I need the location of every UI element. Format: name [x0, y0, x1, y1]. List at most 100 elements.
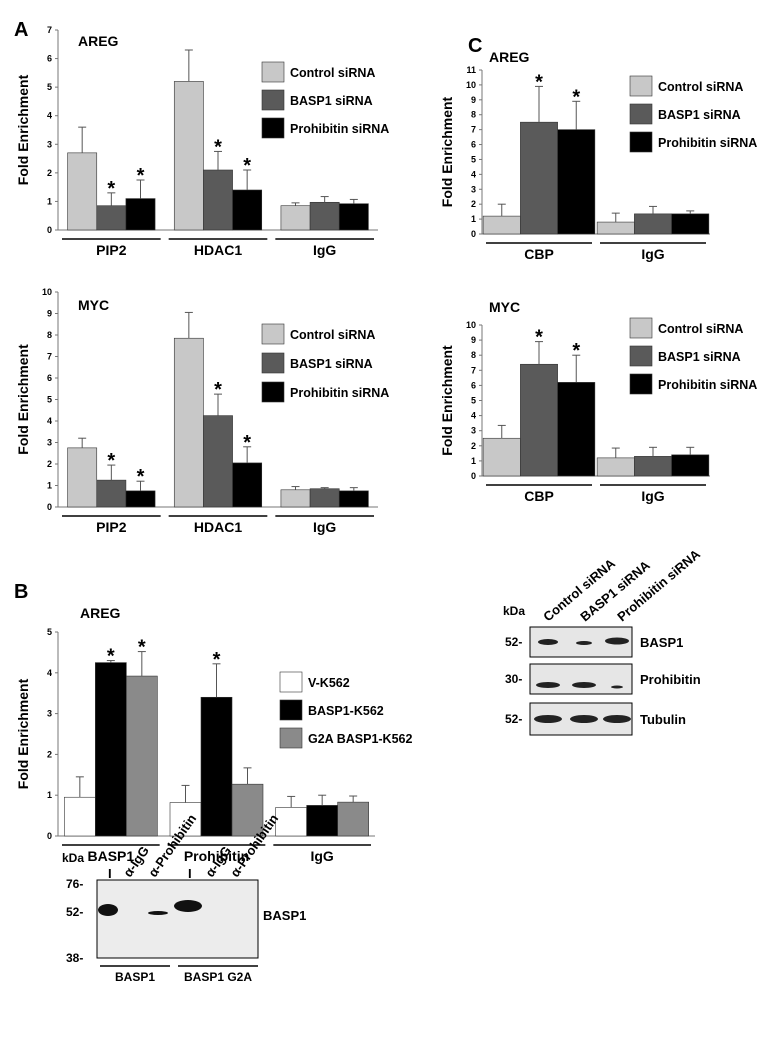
- error-bar: [649, 446, 657, 457]
- error-bar: [497, 424, 506, 439]
- y-tick-label: 8: [471, 110, 476, 120]
- bar: [280, 205, 311, 231]
- error-bar: [497, 203, 506, 217]
- blot-panel: [96, 879, 259, 959]
- blot-unit: kDa: [62, 851, 84, 865]
- error-bar: [243, 169, 252, 190]
- significance-mark: *: [214, 136, 222, 158]
- significance-mark: *: [572, 86, 580, 108]
- bar: [126, 675, 158, 837]
- y-tick-label: 6: [471, 140, 476, 150]
- y-tick-label: 10: [466, 80, 476, 90]
- legend-swatch: [629, 373, 653, 395]
- legend-label: BASP1 siRNA: [290, 357, 373, 371]
- bar: [96, 479, 127, 508]
- y-tick-label: 10: [42, 287, 52, 297]
- significance-mark: *: [243, 432, 251, 454]
- bar: [306, 805, 338, 837]
- panel-label: B: [14, 581, 28, 603]
- error-bar: [649, 205, 657, 214]
- error-bar: [136, 179, 145, 199]
- y-tick-label: 7: [471, 125, 476, 135]
- y-tick-label: 2: [47, 749, 52, 759]
- blot-panel: [529, 663, 633, 695]
- legend-swatch: [629, 317, 653, 339]
- significance-mark: *: [572, 340, 580, 362]
- legend-label: BASP1 siRNA: [290, 94, 373, 108]
- legend-swatch: [629, 103, 653, 125]
- bar: [482, 437, 521, 477]
- significance-mark: *: [213, 649, 221, 671]
- bar: [671, 213, 710, 235]
- y-axis-label: Fold Enrichment: [15, 678, 31, 789]
- legend-swatch: [261, 117, 285, 139]
- group-label: BASP1 G2A: [184, 970, 252, 984]
- marker-label: 52-: [505, 635, 522, 649]
- group-label: BASP1: [115, 970, 155, 984]
- legend-swatch: [629, 75, 653, 97]
- error-bar: [214, 150, 222, 170]
- error-bar: [243, 446, 252, 463]
- error-bar: [535, 85, 543, 123]
- error-bar: [349, 487, 358, 491]
- error-bar: [572, 354, 581, 383]
- y-tick-label: 1: [471, 214, 476, 224]
- x-tick-label: IgG: [641, 246, 664, 262]
- bar: [280, 489, 311, 508]
- y-tick-label: 8: [47, 330, 52, 340]
- y-tick-label: 10: [466, 320, 476, 330]
- row-label: BASP1: [640, 635, 683, 650]
- legend-swatch: [261, 61, 285, 83]
- x-tick-label: HDAC1: [194, 519, 242, 535]
- legend-label: Prohibitin siRNA: [658, 378, 757, 392]
- bar: [67, 152, 98, 231]
- y-tick-label: 9: [471, 95, 476, 105]
- error-bar: [611, 447, 620, 458]
- y-tick-label: 0: [47, 502, 52, 512]
- error-bar: [349, 198, 358, 204]
- significance-mark: *: [214, 379, 222, 401]
- error-bar: [214, 393, 222, 416]
- y-tick-label: 11: [466, 65, 476, 75]
- x-tick-label: BASP1: [87, 848, 134, 864]
- error-bar: [78, 126, 87, 153]
- error-bar: [184, 311, 193, 339]
- y-tick-label: 0: [47, 225, 52, 235]
- bar: [634, 213, 672, 235]
- legend-label: Control siRNA: [658, 80, 743, 94]
- error-bar: [611, 212, 620, 223]
- y-tick-label: 0: [47, 831, 52, 841]
- error-bar: [686, 446, 695, 455]
- error-bar: [106, 660, 115, 663]
- error-bar: [78, 437, 87, 448]
- legend-swatch: [279, 699, 303, 721]
- blot-band: [611, 685, 623, 689]
- blot-band: [605, 637, 629, 645]
- error-bar: [107, 464, 116, 481]
- bar: [203, 415, 233, 508]
- marker-label: 76-: [66, 877, 83, 891]
- error-bar: [75, 776, 84, 798]
- legend-label: BASP1-K562: [308, 704, 384, 718]
- significance-mark: *: [137, 165, 145, 187]
- blot-band: [570, 715, 598, 723]
- significance-mark: *: [107, 646, 115, 668]
- blot-band: [576, 641, 592, 645]
- bar: [67, 447, 98, 508]
- y-tick-label: 0: [471, 471, 476, 481]
- x-tick-label: Prohibitin: [184, 848, 249, 864]
- x-tick-label: PIP2: [96, 242, 127, 258]
- significance-mark: *: [243, 155, 251, 177]
- marker-label: 52-: [66, 905, 83, 919]
- bar: [338, 203, 369, 231]
- y-axis-label: Fold Enrichment: [439, 345, 455, 456]
- bar: [596, 221, 635, 235]
- y-tick-label: 4: [471, 169, 476, 179]
- error-bar: [184, 49, 193, 82]
- bar: [671, 454, 710, 477]
- bar: [337, 801, 369, 837]
- y-tick-label: 2: [471, 199, 476, 209]
- legend-label: Prohibitin siRNA: [658, 136, 757, 150]
- x-tick-label: IgG: [310, 848, 333, 864]
